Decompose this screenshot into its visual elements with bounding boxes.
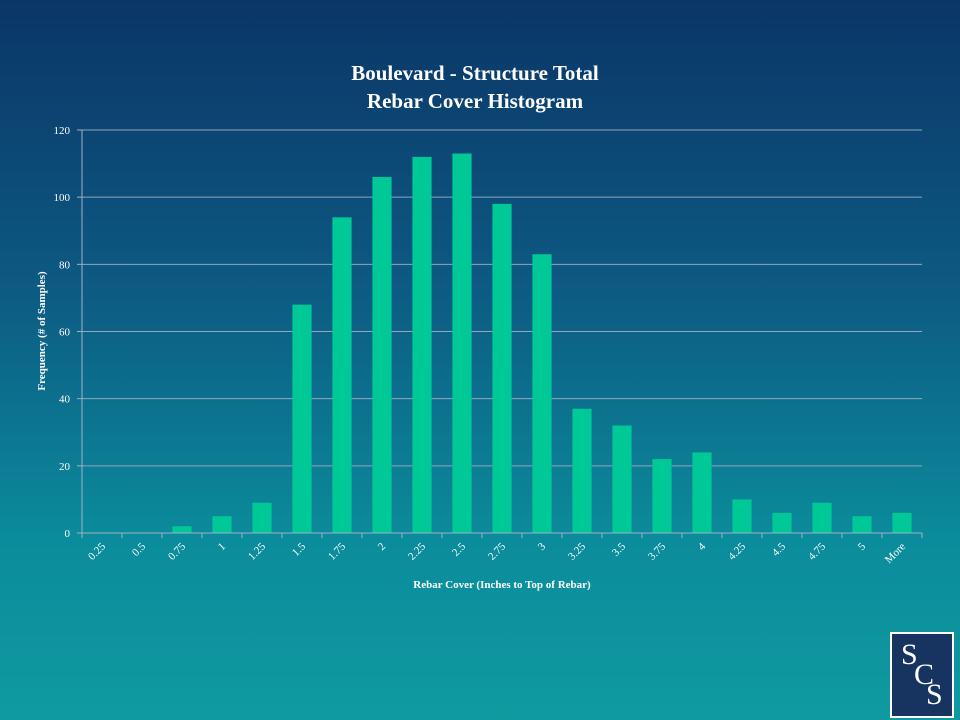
bar [372, 177, 392, 533]
x-tick-label: 5 [856, 540, 869, 553]
logo-letter-c: C [914, 658, 935, 691]
x-tick-label: 2.5 [450, 540, 469, 559]
bar [532, 254, 552, 533]
bar [412, 156, 432, 533]
bar [612, 425, 632, 533]
x-axis-title: Rebar Cover (Inches to Top of Rebar) [413, 579, 591, 591]
bar [732, 499, 752, 533]
bar [212, 516, 232, 533]
chart-title-line-2: Rebar Cover Histogram [367, 89, 584, 113]
bar [812, 502, 832, 533]
y-tick-label: 60 [59, 327, 71, 339]
x-tick-label: 3 [536, 540, 549, 553]
bar [772, 512, 792, 533]
bar [892, 512, 912, 533]
y-tick-label: 80 [59, 259, 71, 271]
bar [332, 217, 352, 534]
x-tick-label: 2 [376, 541, 388, 553]
bar [252, 502, 272, 533]
logo-letter-s-top: S [901, 638, 918, 671]
bar [572, 408, 592, 533]
x-tick-label: 4.75 [806, 540, 828, 562]
bars [172, 153, 912, 534]
bar [652, 459, 672, 533]
y-tick-label: 40 [59, 394, 71, 406]
bar [452, 153, 472, 533]
x-tick-label: 3.5 [610, 540, 629, 559]
x-tick-label: 0.5 [130, 540, 149, 559]
bar [492, 203, 512, 533]
chart-title: Boulevard - Structure Total Rebar Cover … [351, 61, 599, 113]
x-tick-label: 4.5 [770, 540, 789, 559]
x-tick-label: 1.5 [290, 540, 309, 559]
x-tick-label: 1.25 [246, 540, 268, 562]
x-axis-tick-labels: 0.25 0.5 0.75 1 1.25 1.5 1.75 2 2.25 2.5 2.75 3 3.25… [86, 540, 908, 566]
bar [292, 304, 312, 533]
axes [77, 129, 923, 538]
bar [172, 526, 192, 533]
x-tick-label: 4 [696, 540, 709, 553]
x-tick-label: 1.75 [326, 540, 348, 562]
y-axis-title: Frequency (# of Samples) [36, 271, 48, 391]
x-tick-label: 3.25 [566, 540, 588, 562]
chart-title-line-1: Boulevard - Structure Total [351, 61, 599, 85]
x-tick-label: 3.75 [646, 540, 668, 562]
y-tick-label: 0 [65, 528, 71, 540]
y-tick-label: 20 [59, 461, 71, 473]
x-tick-label: 2.25 [406, 540, 428, 562]
bar [852, 516, 872, 533]
x-tick-label: 0.75 [166, 540, 188, 562]
scs-logo: S C S [890, 632, 954, 718]
x-tick-label: 4.25 [726, 540, 748, 562]
y-tick-label: 100 [54, 192, 71, 204]
y-tick-label: 120 [54, 125, 71, 137]
x-tick-label: 0.25 [86, 540, 108, 562]
y-axis-tick-labels: 0 20 40 60 80 100 120 [54, 125, 71, 540]
x-tick-label: 1 [216, 541, 228, 553]
x-tick-label: More [883, 541, 908, 566]
x-tick-label: 2.75 [486, 540, 508, 562]
bar [692, 452, 712, 533]
logo-letter-s-bottom: S [926, 678, 943, 711]
